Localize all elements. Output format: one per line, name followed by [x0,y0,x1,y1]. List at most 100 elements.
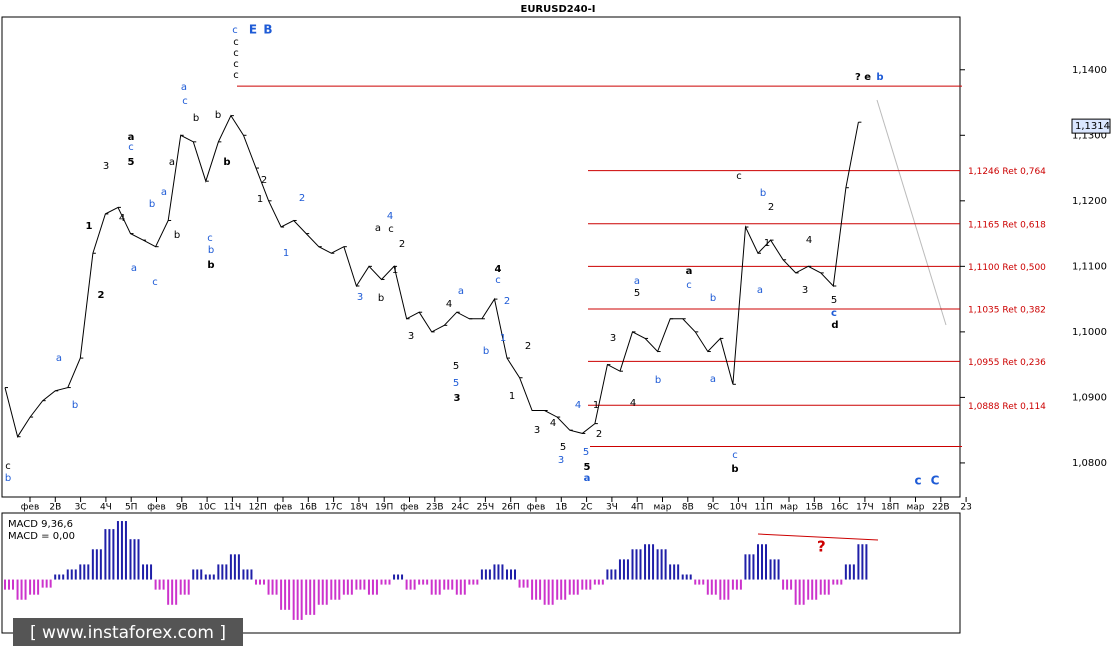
wave-label: a [710,374,716,385]
y-tick-label: 1,1400 [1072,65,1107,76]
x-tick-label: 2В [49,503,61,513]
wave-label: a [169,157,175,168]
x-tick-label: 23 [960,503,971,513]
wave-label: b [760,188,766,199]
x-tick-label: 23В [426,503,444,513]
wave-label: c [5,461,11,472]
x-tick-label: 4П [631,503,644,513]
x-tick-label: мар [653,503,671,513]
wave-label: 4 [446,299,452,310]
wave-label: 3 [454,393,461,404]
wave-label: c [207,233,213,244]
wave-label: 1 [283,248,289,259]
y-tick-label: 1,0800 [1072,458,1107,469]
wave-label: 2 [399,239,405,250]
macd-frame [1,512,961,634]
wave-label: 2 [261,175,267,186]
wave-label: b [483,346,489,357]
wave-label: c [233,70,239,81]
fib-label: 1,0888 Ret 0,114 [968,402,1046,412]
x-tick-label: 26П [502,503,520,513]
wave-label: c [736,171,742,182]
wave-label: c [732,450,738,461]
wave-label: 1 [509,391,515,402]
wave-label: a [375,223,381,234]
x-tick-label: 10С [198,503,216,513]
watermark: [ www.instaforex.com ] [30,623,226,643]
x-tick-label: 5П [125,503,138,513]
wave-label: 2 [596,429,602,440]
wave-label: a [686,266,693,277]
wave-label: b [876,72,883,83]
fib-label: 1,1100 Ret 0,500 [968,263,1046,273]
wave-label: 3 [558,455,564,466]
wave-label: a [757,285,763,296]
wave-label: b [193,113,199,124]
wave-label: a [181,82,187,93]
wave-label: 2 [299,193,305,204]
x-tick-label: 22В [932,503,950,513]
wave-label: 1 [500,333,506,344]
x-tick-label: 10Ч [730,503,748,513]
wave-label: b [710,293,716,304]
x-tick-label: 18Ч [350,503,368,513]
macd-subtitle: MACD = 0,00 [8,531,75,542]
y-tick-label: 1,1200 [1072,196,1107,207]
x-tick-label: 9В [176,503,188,513]
wave-label: 5 [128,157,135,168]
x-tick-label: 3Ч [606,503,618,513]
x-tick-label: фев [527,503,546,513]
x-tick-label: 17С [325,503,343,513]
x-tick-label: 9С [707,503,719,513]
x-tick-label: 2С [581,503,593,513]
wave-label: 4 [387,211,393,222]
wave-label: a [128,132,135,143]
x-tick-label: 11Ч [224,503,242,513]
wave-label: b [72,400,78,411]
x-tick-label: фев [274,503,293,513]
price-frame [1,16,961,498]
wave-label: 2 [98,290,105,301]
wave-label: 4 [806,235,812,246]
wave-label: 5 [584,462,591,473]
wave-label: c [686,280,692,291]
fib-label: 1,1246 Ret 0,764 [968,167,1046,177]
wave-label: c [233,48,239,59]
wave-label: b [5,473,11,484]
wave-label: 1 [392,265,398,276]
x-tick-label: 16С [831,503,849,513]
last-price-box [1071,118,1111,134]
x-tick-label: 19П [375,503,393,513]
wave-label: c [182,96,188,107]
wave-label: c [128,142,134,153]
wave-label: c [388,224,394,235]
wave-label: 4 [575,400,581,411]
wave-label: 3 [610,333,616,344]
wave-label: 5 [453,361,459,372]
wave-label: 5 [634,288,640,299]
wave-label: c [232,25,238,36]
wave-label: 1 [257,194,263,205]
x-tick-label: 18П [881,503,899,513]
wave-label: 3 [408,331,414,342]
wave-label: 1 [764,238,770,249]
x-tick-label: мар [906,503,924,513]
trend-line [876,99,947,326]
wave-label: d [831,320,838,331]
wave-label: ? e [855,72,871,83]
wave-label: a [458,286,464,297]
wave-label: a [161,187,167,198]
last-price-label: 1,1314 [1075,121,1110,132]
wave-label: b [174,230,180,241]
x-tick-label: 16В [299,503,317,513]
wave-label: c [233,59,239,70]
wave-label: c [914,474,921,488]
x-tick-label: 11П [755,503,773,513]
wave-label: c [831,308,837,319]
chart-title: EURUSD240-I [520,4,595,15]
y-tick-label: 1,1300 [1072,130,1107,141]
x-tick-label: мар [780,503,798,513]
fib-label: 1,1035 Ret 0,382 [968,305,1046,315]
